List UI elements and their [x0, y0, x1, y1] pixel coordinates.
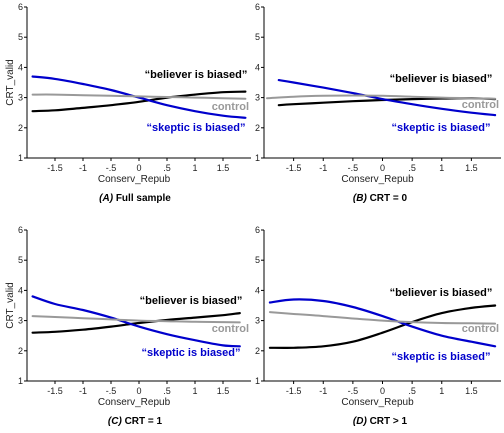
panel-caption-letter: (A)	[99, 193, 114, 204]
panel-caption: (A) Full sample	[99, 193, 171, 204]
series-line	[31, 315, 241, 324]
x-tick-label: -.5	[106, 386, 117, 396]
y-tick-label: 1	[18, 376, 23, 386]
y-tick-label: 3	[18, 316, 23, 326]
panel-caption-letter: (B)	[353, 193, 368, 204]
x-tick-label: .5	[163, 163, 171, 173]
series-line	[31, 312, 241, 334]
control-label: control	[212, 323, 249, 335]
series-line	[31, 295, 241, 348]
control-label: control	[462, 323, 499, 335]
control-label: control	[212, 101, 249, 113]
series-label: “believer is biased”	[140, 295, 243, 307]
x-tick-label: -.5	[348, 163, 359, 173]
y-axis-label: CRT_valid	[5, 59, 16, 106]
x-tick-label: -.5	[106, 163, 117, 173]
series-label: “skeptic is biased”	[391, 351, 490, 363]
x-tick-label: 0	[136, 386, 141, 396]
y-tick-label: 6	[255, 225, 260, 235]
y-tick-label: 2	[255, 123, 260, 133]
x-axis-label: Conserv_Repub	[341, 174, 414, 185]
y-tick-label: 6	[255, 2, 260, 12]
panel-caption-text: CRT > 1	[367, 416, 408, 427]
x-tick-label: 1.5	[465, 163, 478, 173]
x-tick-label: .5	[408, 163, 416, 173]
x-tick-label: -1	[319, 163, 327, 173]
y-tick-label: 2	[18, 346, 23, 356]
x-tick-label: 1	[439, 386, 444, 396]
x-tick-label: -1.5	[47, 163, 63, 173]
series-line	[268, 298, 497, 348]
y-tick-label: 4	[255, 62, 260, 72]
y-axis-label: CRT_valid	[5, 282, 16, 329]
panel-caption: (D) CRT > 1	[353, 416, 408, 427]
x-tick-label: 1	[439, 163, 444, 173]
chart-panel-b: 1 2 3 4 5 6 -1.5 -1 -.5 0 .5 1 1.5 Conserv_Repub “beli…	[255, 2, 501, 204]
y-tick-label: 3	[18, 93, 23, 103]
y-tick-label: 2	[18, 123, 23, 133]
x-tick-label: .5	[408, 386, 416, 396]
series-line	[277, 79, 497, 117]
series-line	[31, 90, 247, 113]
x-tick-label: -1.5	[47, 386, 63, 396]
y-tick-label: 1	[255, 153, 260, 163]
panel-caption-letter: (D)	[353, 416, 368, 427]
series-label: “believer is biased”	[145, 69, 248, 81]
panel-caption-text: Full sample	[113, 193, 171, 204]
chart-panel-c: 1 2 3 4 5 6 -1.5 -1 -.5 0 .5 1 1.5 Conserv_Repub CRT_v…	[5, 225, 251, 427]
y-tick-label: 5	[255, 255, 260, 265]
series-line	[268, 311, 497, 325]
y-tick-label: 5	[18, 255, 23, 265]
y-tick-label: 6	[18, 225, 23, 235]
panel-caption: (C) CRT = 1	[108, 416, 163, 427]
series-line	[268, 304, 497, 349]
y-tick-label: 6	[18, 2, 23, 12]
y-tick-label: 1	[255, 376, 260, 386]
series-line	[31, 75, 247, 119]
y-tick-label: 4	[18, 285, 23, 295]
x-tick-label: .5	[163, 386, 171, 396]
x-tick-label: 1.5	[465, 386, 478, 396]
panel-caption-text: CRT = 0	[367, 193, 408, 204]
series-line	[31, 93, 247, 100]
x-tick-label: 1	[192, 386, 197, 396]
y-tick-label: 1	[18, 153, 23, 163]
x-axis-label: Conserv_Repub	[98, 397, 171, 408]
x-tick-label: -1.5	[286, 163, 302, 173]
y-tick-label: 3	[255, 93, 260, 103]
y-tick-label: 4	[255, 285, 260, 295]
series-label: “believer is biased”	[390, 73, 493, 85]
x-tick-label: 0	[380, 163, 385, 173]
y-tick-label: 4	[18, 62, 23, 72]
x-tick-label: -1.5	[286, 386, 302, 396]
panel-caption-letter: (C)	[108, 416, 123, 427]
x-tick-label: -.5	[348, 386, 359, 396]
series-label: “believer is biased”	[390, 287, 493, 299]
series-label: “skeptic is biased”	[141, 347, 240, 359]
y-tick-label: 5	[18, 32, 23, 42]
x-tick-label: -1	[79, 163, 87, 173]
panel-caption: (B) CRT = 0	[353, 193, 408, 204]
chart-panel-d: 1 2 3 4 5 6 -1.5 -1 -.5 0 .5 1 1.5 Conserv_Repub “beli…	[255, 225, 501, 427]
x-tick-label: 1.5	[217, 386, 230, 396]
y-tick-label: 3	[255, 316, 260, 326]
x-tick-label: 0	[380, 386, 385, 396]
x-tick-label: -1	[79, 386, 87, 396]
x-tick-label: 0	[136, 163, 141, 173]
x-tick-label: -1	[319, 386, 327, 396]
chart-panel-a: 1 2 3 4 5 6 -1.5 -1 -.5 0 .5 1 1.5 Conserv_Repub CRT_v…	[5, 2, 251, 204]
x-tick-label: 1.5	[217, 163, 230, 173]
panel-caption-text: CRT = 1	[122, 416, 163, 427]
y-tick-label: 5	[255, 32, 260, 42]
x-axis-label: Conserv_Repub	[341, 397, 414, 408]
control-label: control	[462, 99, 499, 111]
series-label: “skeptic is biased”	[391, 122, 490, 134]
x-axis-label: Conserv_Repub	[98, 174, 171, 185]
y-tick-label: 2	[255, 346, 260, 356]
series-label: “skeptic is biased”	[146, 122, 245, 134]
x-tick-label: 1	[192, 163, 197, 173]
series-line	[266, 94, 497, 100]
